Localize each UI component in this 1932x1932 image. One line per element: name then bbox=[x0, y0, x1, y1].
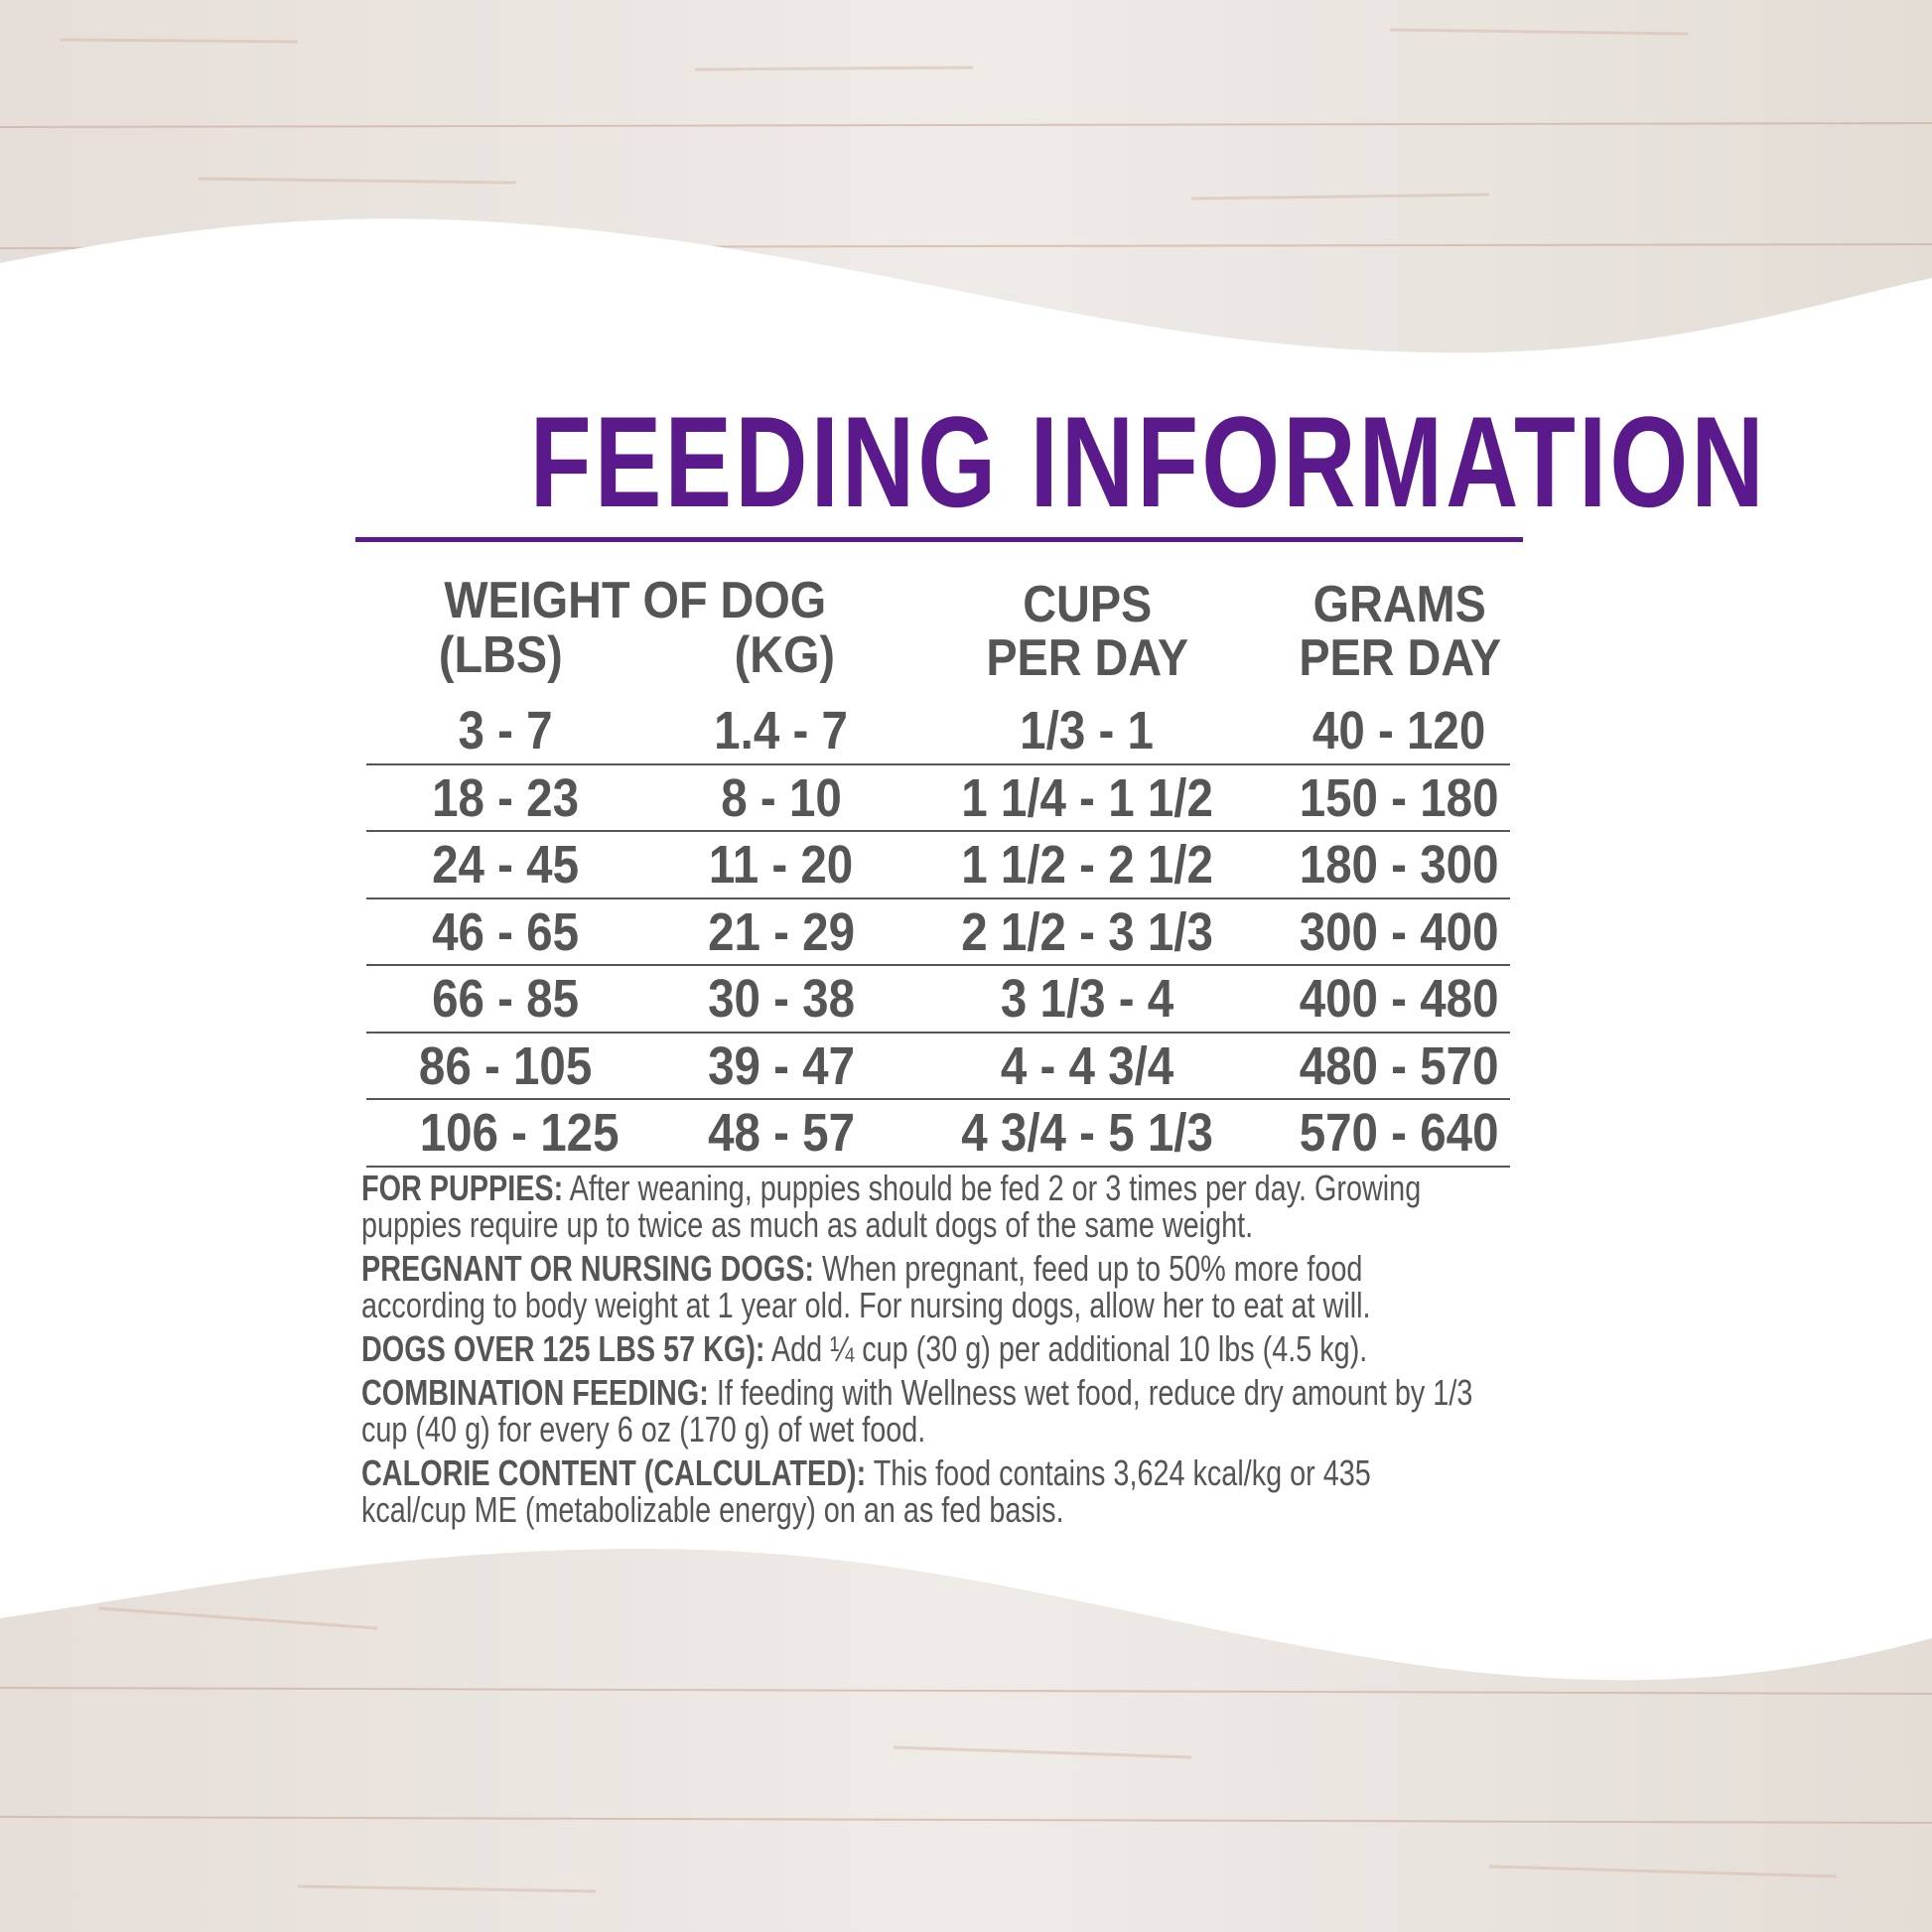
lbs-cell: 24 - 45 bbox=[406, 832, 605, 897]
note-text: Add ¼ cup (30 g) per additional 10 lbs (… bbox=[764, 1328, 1368, 1369]
cell-text: 48 - 57 bbox=[708, 1103, 855, 1163]
cell-text: 40 - 120 bbox=[1311, 701, 1486, 760]
note-text: When pregnant, feed up to 50% more food … bbox=[361, 1248, 1371, 1325]
kg-cell: 11 - 20 bbox=[682, 832, 881, 897]
table-row: 24 - 45 11 - 20 1 1/2 - 2 1/2 180 - 300 bbox=[366, 832, 1510, 899]
table-row: 86 - 105 39 - 47 4 - 4 3/4 480 - 570 bbox=[366, 1034, 1510, 1100]
cups-cell: 1 1/2 - 2 1/2 bbox=[938, 832, 1236, 897]
table-row: 66 - 85 30 - 38 3 1/3 - 4 400 - 480 bbox=[366, 966, 1510, 1034]
cups-cell: 1 1/4 - 1 1/2 bbox=[938, 765, 1236, 831]
page-title: FEEDING INFORMATION bbox=[529, 389, 1767, 534]
note-text: If feeding with Wellness wet food, reduc… bbox=[361, 1372, 1473, 1449]
cell-text: 11 - 20 bbox=[709, 835, 854, 895]
note-paragraph: PREGNANT OR NURSING DOGS: When pregnant,… bbox=[361, 1250, 1473, 1323]
cell-text: 18 - 23 bbox=[432, 767, 579, 828]
cups-cell: 3 1/3 - 4 bbox=[938, 966, 1236, 1032]
cell-text: 570 - 640 bbox=[1299, 1103, 1499, 1163]
grams-cell: 300 - 400 bbox=[1250, 899, 1548, 965]
title-divider bbox=[355, 537, 1523, 542]
table-row: 18 - 23 8 - 10 1 1/4 - 1 1/2 150 - 180 bbox=[366, 765, 1510, 832]
grams-cell: 570 - 640 bbox=[1250, 1100, 1548, 1166]
cell-text: 106 - 125 bbox=[419, 1103, 620, 1163]
cups-cell: 2 1/2 - 3 1/3 bbox=[938, 899, 1236, 965]
cell-text: 1.4 - 7 bbox=[714, 701, 849, 760]
cell-text: 24 - 45 bbox=[432, 835, 579, 895]
kg-cell: 30 - 38 bbox=[682, 966, 881, 1032]
feeding-notes: FOR PUPPIES: After weaning, puppies shou… bbox=[361, 1170, 1473, 1535]
table-row: 106 - 125 48 - 57 4 3/4 - 5 1/3 570 - 640 bbox=[366, 1100, 1510, 1168]
cell-text: 4 3/4 - 5 1/3 bbox=[961, 1103, 1213, 1163]
grams-cell: 400 - 480 bbox=[1250, 966, 1548, 1032]
cell-text: 30 - 38 bbox=[708, 969, 855, 1029]
kg-cell: 21 - 29 bbox=[682, 899, 881, 965]
cell-text: 3 1/3 - 4 bbox=[1000, 969, 1174, 1029]
cell-text: 1 1/2 - 2 1/2 bbox=[961, 835, 1213, 895]
cell-text: 1/3 - 1 bbox=[1020, 701, 1155, 760]
grams-cell: 40 - 120 bbox=[1250, 698, 1548, 763]
table-row: 3 - 7 1.4 - 7 1/3 - 1 40 - 120 bbox=[366, 698, 1510, 765]
kg-cell: 1.4 - 7 bbox=[682, 698, 881, 763]
grams-cell: 180 - 300 bbox=[1250, 832, 1548, 897]
cell-text: 86 - 105 bbox=[418, 1035, 593, 1096]
note-label: COMBINATION FEEDING: bbox=[361, 1372, 709, 1413]
cell-text: 66 - 85 bbox=[432, 969, 579, 1029]
note-paragraph: DOGS OVER 125 LBS 57 KG): Add ¼ cup (30 … bbox=[361, 1330, 1473, 1367]
cell-text: 180 - 300 bbox=[1299, 835, 1499, 895]
cell-text: 1 1/4 - 1 1/2 bbox=[961, 767, 1213, 828]
kg-cell: 48 - 57 bbox=[682, 1100, 881, 1166]
cell-text: 4 - 4 3/4 bbox=[1000, 1035, 1174, 1096]
note-text: This food contains 3,624 kcal/kg or 435 … bbox=[361, 1452, 1371, 1530]
cell-text: 2 1/2 - 3 1/3 bbox=[961, 901, 1213, 962]
cell-text: 150 - 180 bbox=[1299, 767, 1499, 828]
lbs-cell: 18 - 23 bbox=[406, 765, 605, 831]
cell-text: 3 - 7 bbox=[458, 701, 553, 760]
note-label: PREGNANT OR NURSING DOGS: bbox=[361, 1248, 815, 1289]
feeding-table: 3 - 7 1.4 - 7 1/3 - 1 40 - 120 18 - 23 8 - 10… bbox=[366, 698, 1510, 1168]
note-paragraph: COMBINATION FEEDING: If feeding with Wel… bbox=[361, 1374, 1473, 1448]
cups-cell: 4 - 4 3/4 bbox=[938, 1034, 1236, 1099]
white-panel bbox=[0, 218, 1932, 1681]
cups-cell: 1/3 - 1 bbox=[938, 698, 1236, 763]
lbs-cell: 3 - 7 bbox=[406, 698, 605, 763]
grams-cell: 480 - 570 bbox=[1250, 1034, 1548, 1099]
cell-text: 480 - 570 bbox=[1299, 1035, 1499, 1096]
lbs-cell: 86 - 105 bbox=[406, 1034, 605, 1099]
note-label: CALORIE CONTENT (CALCULATED): bbox=[361, 1452, 867, 1493]
cell-text: 300 - 400 bbox=[1299, 901, 1499, 962]
header-cups: CUPS PER DAY bbox=[986, 576, 1188, 687]
header-weight-of-dog: WEIGHT OF DOG bbox=[444, 572, 827, 629]
cell-text: 46 - 65 bbox=[432, 901, 579, 962]
cell-text: 21 - 29 bbox=[708, 901, 855, 962]
note-paragraph: CALORIE CONTENT (CALCULATED): This food … bbox=[361, 1454, 1473, 1528]
cell-text: 400 - 480 bbox=[1299, 969, 1499, 1029]
cell-text: 39 - 47 bbox=[708, 1035, 855, 1096]
kg-cell: 8 - 10 bbox=[682, 765, 881, 831]
note-label: FOR PUPPIES: bbox=[361, 1168, 564, 1208]
note-label: DOGS OVER 125 LBS 57 KG): bbox=[361, 1328, 765, 1369]
header-grams: GRAMS PER DAY bbox=[1299, 576, 1501, 687]
lbs-cell: 106 - 125 bbox=[406, 1100, 620, 1166]
header-kg: (KG) bbox=[734, 626, 835, 684]
table-row: 46 - 65 21 - 29 2 1/2 - 3 1/3 300 - 400 bbox=[366, 899, 1510, 966]
lbs-cell: 66 - 85 bbox=[406, 966, 605, 1032]
note-paragraph: FOR PUPPIES: After weaning, puppies shou… bbox=[361, 1170, 1473, 1243]
header-lbs: (LBS) bbox=[438, 626, 563, 684]
lbs-cell: 46 - 65 bbox=[406, 899, 605, 965]
kg-cell: 39 - 47 bbox=[682, 1034, 881, 1099]
cups-cell: 4 3/4 - 5 1/3 bbox=[938, 1100, 1236, 1166]
grams-cell: 150 - 180 bbox=[1250, 765, 1548, 831]
cell-text: 8 - 10 bbox=[721, 767, 842, 828]
note-text: After weaning, puppies should be fed 2 o… bbox=[361, 1168, 1422, 1245]
